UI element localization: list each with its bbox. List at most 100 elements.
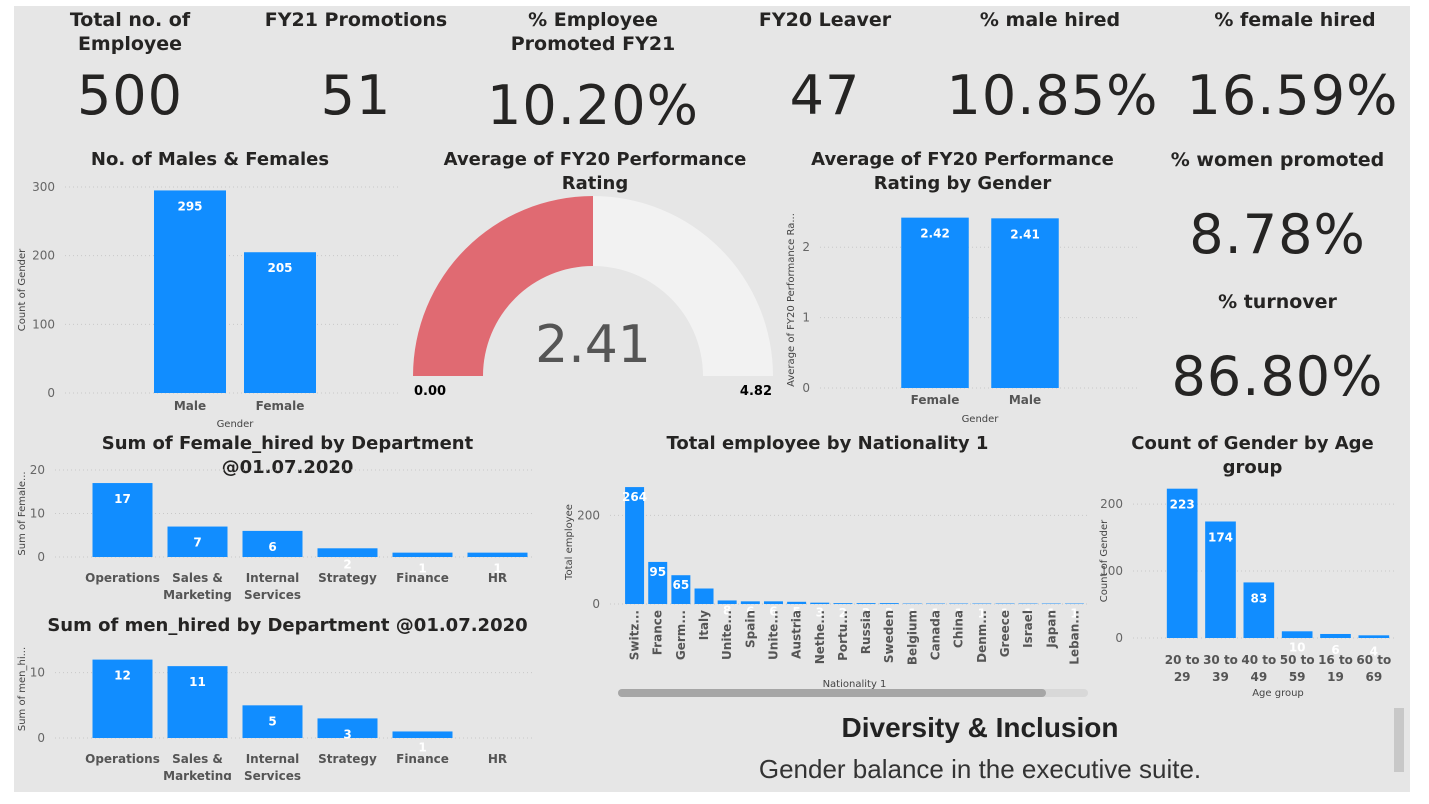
x-tick-label: Services [244,588,301,602]
x-axis-title: Age group [1252,688,1304,699]
kpi-value-fy21-promotions: 51 [320,64,392,127]
x-tick-label: Switz... [628,610,642,660]
bar [467,552,528,557]
bar [717,600,737,604]
x-tick-label: Denm... [975,610,989,663]
data-label: 1 [1024,607,1032,621]
x-tick-label: Portu... [836,610,850,661]
x-tick-label: Canada [929,610,943,660]
x-tick-label: Female [256,399,305,413]
kpi-value-female-hired: 16.59% [1186,64,1399,127]
data-label: 2 [862,606,870,620]
kpi-value-male-hired: 10.85% [946,64,1159,127]
x-axis-title: Gender [962,414,1000,425]
x-tick-label: Sweden [882,610,896,663]
x-tick-label: Operations [85,571,160,585]
bar [1243,582,1275,638]
kpi-value-total-employee: 500 [76,64,184,127]
y-tick-label: 0 [802,381,810,395]
y-axis-title: Average of FY20 Performance Ra... [786,213,797,387]
x-tick-label: 60 to [1356,653,1391,667]
gauge-max-label: 4.82 [740,384,772,399]
bar [671,575,691,604]
bar [787,601,807,604]
y-tick-label: 10 [30,666,45,680]
chart-title-males-females: No. of Males & Females [90,149,330,170]
x-tick-label: Male [1009,393,1041,407]
bar [392,731,453,738]
data-label: 3 [816,606,824,620]
x-tick-label: Finance [396,571,449,585]
chart-title-rating-gender: Average of FY20 Performance Rating by Ge… [811,149,1114,194]
kpi-value-fy20-leaver: 47 [789,64,861,127]
x-tick-label: Marketing [163,588,232,602]
x-tick-label: Sales & [172,571,223,585]
data-label: 95 [649,565,666,579]
data-label: 264 [622,490,647,504]
report-canvas [14,6,1410,792]
x-tick-label: Italy [697,610,711,640]
scrollbar-thumb[interactable] [618,689,1046,697]
x-tick-label: Finance [396,752,449,766]
y-axis-title: Total employee [564,504,575,581]
x-tick-label: 16 to [1318,653,1353,667]
bar [625,487,645,604]
data-label: 1 [418,740,426,754]
x-tick-label: Services [244,769,301,780]
text-box-scrollbar[interactable] [1394,708,1404,772]
data-label: 1 [493,562,501,576]
x-tick-label: 30 to [1203,653,1238,667]
data-label: 205 [267,261,292,275]
data-label: 2 [839,606,847,620]
bar [991,218,1059,388]
bar [901,217,969,388]
data-label: 17 [114,492,131,506]
data-label: 5 [268,714,276,728]
x-tick-label: 39 [1212,670,1229,684]
x-tick-label: Operations [85,752,160,766]
bar [317,718,378,738]
bar [167,666,228,738]
kpi-title-fy21-promotions: FY21 Promotions [264,9,448,31]
y-tick-label: 100 [1100,564,1123,578]
bar [392,552,453,557]
bar [833,603,853,604]
bar [1320,633,1351,638]
bar [856,603,876,604]
text-box-subheading: Gender balance in the executive suite. [758,754,1202,784]
chart-title-female-hired: Sum of Female_hired by Department @01.07… [101,433,474,478]
x-tick-label: China [952,610,966,648]
x-tick-label: Nethe... [813,610,827,664]
bar [740,601,760,604]
x-tick-label: Marketing [163,769,232,780]
data-label: 6 [746,604,754,618]
x-tick-label: Japan [1044,610,1058,649]
data-label: 2 [343,557,351,571]
x-tick-label: Spain [743,610,757,648]
x-tick-label: Greece [998,610,1012,657]
bar [694,588,714,604]
data-label: 12 [114,669,131,683]
kpi-title-female-hired: % female hired [1214,9,1376,31]
bar [1166,488,1198,638]
y-tick-label: 20 [30,463,45,477]
y-tick-label: 0 [592,597,600,611]
y-tick-label: 200 [577,508,600,522]
y-tick-label: 2 [802,240,810,254]
bar [92,659,153,738]
x-tick-label: Unite... [720,610,734,660]
kpi-title-total-employee: Total no. of Employee [69,9,191,55]
age-group-chart: 0 100 200 Count of Gender Age group 223 20 to 2… [1099,488,1395,699]
x-tick-label: 20 to [1165,653,1200,667]
gauge-min-label: 0.00 [414,384,446,399]
x-tick-label: 69 [1365,670,1382,684]
bar [317,548,378,557]
y-axis-title: Sum of men_hi... [17,647,28,731]
data-label: 1 [1047,607,1055,621]
x-tick-label: France [651,610,665,655]
y-axis-title: Count of Gender [17,248,28,331]
data-label: 2.41 [1010,227,1040,241]
gauge-fill [413,196,593,376]
y-tick-label: 0 [37,731,45,745]
data-label: 65 [673,578,690,592]
